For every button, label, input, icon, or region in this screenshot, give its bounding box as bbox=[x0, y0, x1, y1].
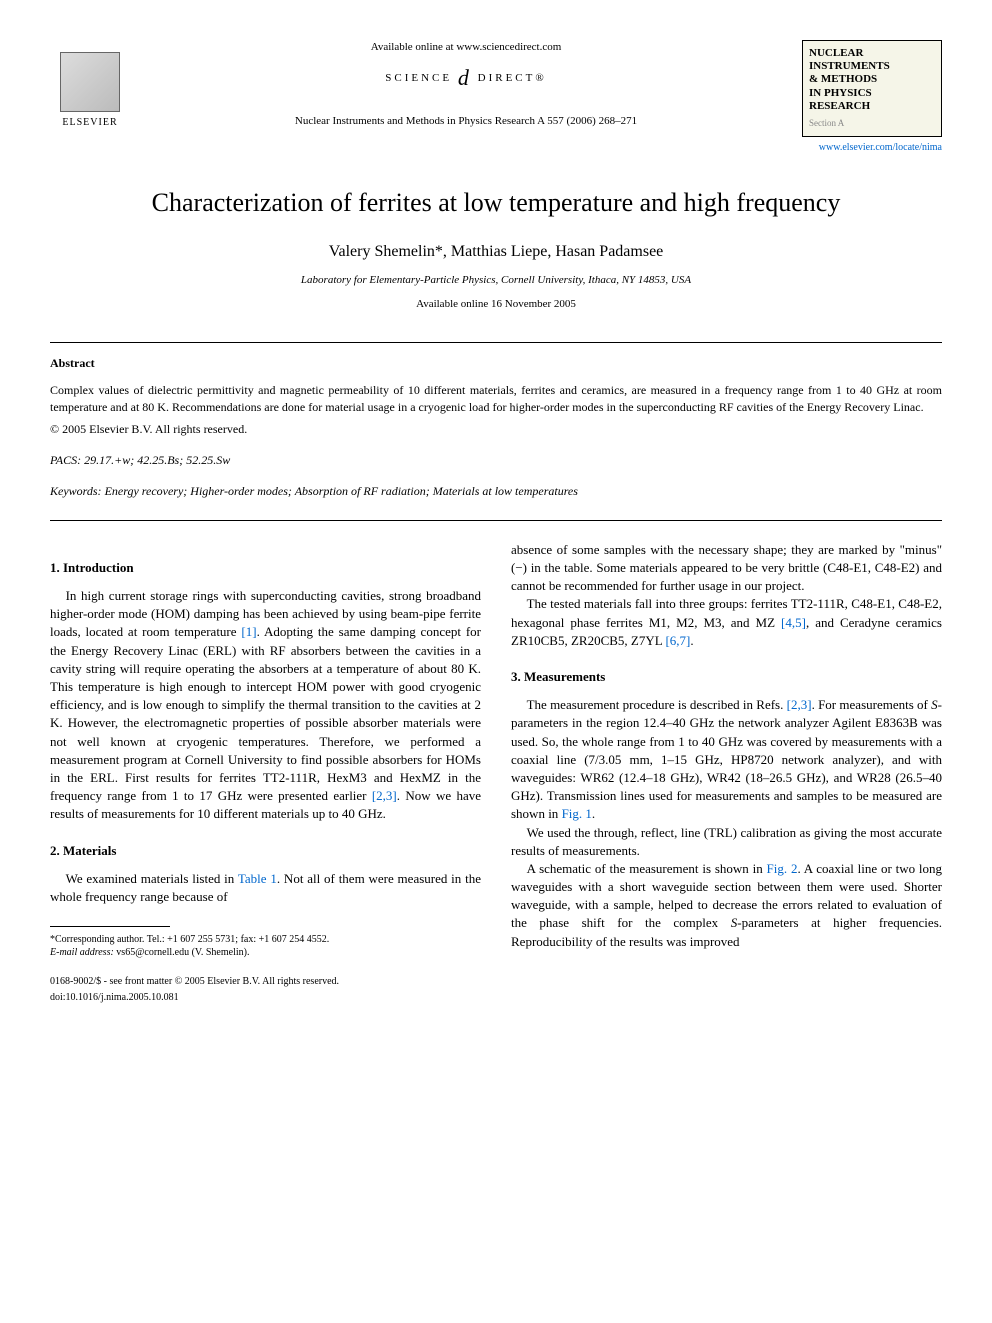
keywords-values: Energy recovery; Higher-order modes; Abs… bbox=[105, 484, 578, 498]
abstract-heading: Abstract bbox=[50, 355, 942, 372]
jb-line4: IN PHYSICS bbox=[809, 87, 935, 100]
ref-link-1[interactable]: [1] bbox=[241, 624, 256, 639]
pacs-line: PACS: 29.17.+w; 42.25.Bs; 52.25.Sw bbox=[50, 452, 942, 469]
intro-heading: 1. Introduction bbox=[50, 559, 481, 577]
journal-box: NUCLEAR INSTRUMENTS & METHODS IN PHYSICS… bbox=[802, 40, 942, 137]
sd-prefix: SCIENCE bbox=[385, 72, 452, 84]
journal-title-box: NUCLEAR INSTRUMENTS & METHODS IN PHYSICS… bbox=[809, 47, 935, 113]
measurements-paragraph-2: We used the through, reflect, line (TRL)… bbox=[511, 824, 942, 860]
footnote-corresponding: *Corresponding author. Tel.: +1 607 255 … bbox=[50, 933, 481, 946]
abstract-text: Complex values of dielectric permittivit… bbox=[50, 382, 942, 416]
article-title: Characterization of ferrites at low temp… bbox=[50, 185, 942, 221]
journal-box-wrapper: NUCLEAR INSTRUMENTS & METHODS IN PHYSICS… bbox=[802, 40, 942, 155]
separator-line bbox=[50, 342, 942, 343]
sd-suffix: DIRECT® bbox=[478, 72, 547, 84]
measurements-paragraph-1: The measurement procedure is described i… bbox=[511, 696, 942, 823]
jb-line2: INSTRUMENTS bbox=[809, 60, 935, 73]
ref-link-23b[interactable]: [2,3] bbox=[787, 697, 812, 712]
elsevier-tree-icon bbox=[60, 52, 120, 112]
meas-text-3a: A schematic of the measurement is shown … bbox=[527, 861, 767, 876]
meas-text-1b: . For measurements of bbox=[812, 697, 932, 712]
affiliation: Laboratory for Elementary-Particle Physi… bbox=[50, 273, 942, 288]
header-center: Available online at www.sciencedirect.co… bbox=[130, 40, 802, 130]
materials-paragraph-1: We examined materials listed in Table 1.… bbox=[50, 870, 481, 906]
materials-text-1a: We examined materials listed in bbox=[66, 871, 238, 886]
meas-text-1d: . bbox=[592, 806, 595, 821]
ref-link-45[interactable]: [4,5] bbox=[781, 615, 806, 630]
separator-line-2 bbox=[50, 520, 942, 521]
available-online-text: Available online at www.sciencedirect.co… bbox=[150, 40, 782, 55]
jb-line5: RESEARCH bbox=[809, 100, 935, 113]
fig-link-1[interactable]: Fig. 1 bbox=[562, 806, 592, 821]
science-direct-logo: SCIENCE d DIRECT® bbox=[150, 63, 782, 94]
meas-text-1c: -parameters in the region 12.4–40 GHz th… bbox=[511, 697, 942, 821]
header-row: ELSEVIER Available online at www.science… bbox=[50, 40, 942, 155]
email-label: E-mail address: bbox=[50, 947, 114, 958]
authors: Valery Shemelin*, Matthias Liepe, Hasan … bbox=[50, 241, 942, 263]
meas-text-1a: The measurement procedure is described i… bbox=[527, 697, 787, 712]
keywords-label: Keywords: bbox=[50, 484, 102, 498]
measurements-paragraph-3: A schematic of the measurement is shown … bbox=[511, 860, 942, 951]
journal-section: Section A bbox=[809, 117, 935, 130]
materials-heading: 2. Materials bbox=[50, 842, 481, 860]
copyright-text: © 2005 Elsevier B.V. All rights reserved… bbox=[50, 421, 942, 438]
footnote-separator bbox=[50, 926, 170, 927]
right-column: absence of some samples with the necessa… bbox=[511, 541, 942, 1005]
jb-line1: NUCLEAR bbox=[809, 47, 935, 60]
elsevier-logo: ELSEVIER bbox=[50, 40, 130, 130]
footer-line-1: 0168-9002/$ - see front matter © 2005 El… bbox=[50, 975, 481, 989]
pacs-values: 29.17.+w; 42.25.Bs; 52.25.Sw bbox=[84, 453, 230, 467]
pacs-label: PACS: bbox=[50, 453, 81, 467]
publication-date: Available online 16 November 2005 bbox=[50, 297, 942, 312]
table-link-1[interactable]: Table 1 bbox=[238, 871, 277, 886]
journal-link[interactable]: www.elsevier.com/locate/nima bbox=[802, 141, 942, 155]
sd-d-icon: d bbox=[458, 65, 472, 90]
jb-line3: & METHODS bbox=[809, 73, 935, 86]
footer-line-2: doi:10.1016/j.nima.2005.10.081 bbox=[50, 991, 481, 1005]
journal-citation: Nuclear Instruments and Methods in Physi… bbox=[150, 114, 782, 129]
fig-link-2[interactable]: Fig. 2 bbox=[767, 861, 798, 876]
left-column: 1. Introduction In high current storage … bbox=[50, 541, 481, 1005]
ref-link-67[interactable]: [6,7] bbox=[665, 633, 690, 648]
materials-paragraph-3: The tested materials fall into three gro… bbox=[511, 595, 942, 650]
email-address: vs65@cornell.edu (V. Shemelin). bbox=[116, 947, 249, 958]
materials-text-3c: . bbox=[690, 633, 693, 648]
materials-paragraph-2: absence of some samples with the necessa… bbox=[511, 541, 942, 596]
ref-link-23[interactable]: [2,3] bbox=[372, 788, 397, 803]
keywords-line: Keywords: Energy recovery; Higher-order … bbox=[50, 483, 942, 500]
intro-paragraph: In high current storage rings with super… bbox=[50, 587, 481, 823]
intro-text-1b: . Adopting the same damping concept for … bbox=[50, 624, 481, 803]
footnote-email: E-mail address: vs65@cornell.edu (V. She… bbox=[50, 946, 481, 959]
measurements-heading: 3. Measurements bbox=[511, 668, 942, 686]
body-columns: 1. Introduction In high current storage … bbox=[50, 541, 942, 1005]
elsevier-text: ELSEVIER bbox=[62, 116, 117, 130]
